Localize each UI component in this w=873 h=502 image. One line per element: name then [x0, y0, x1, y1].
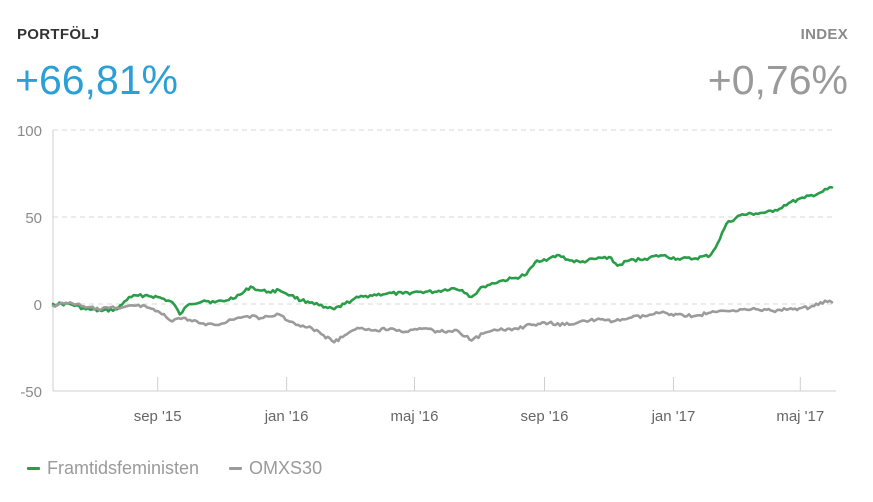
legend-item-index[interactable]: OMXS30	[229, 458, 322, 479]
legend-label-portfolio: Framtidsfeministen	[47, 458, 200, 478]
x-tick-label: maj '17	[776, 408, 824, 425]
x-tick-label: jan '17	[651, 408, 696, 425]
legend: Framtidsfeministen OMXS30	[27, 458, 352, 479]
series-line-omxs30	[51, 299, 834, 344]
y-tick-label: -50	[20, 384, 42, 401]
portfolio-return-value: +66,81%	[15, 57, 178, 103]
index-return-value: +0,76%	[707, 57, 848, 103]
legend-item-portfolio[interactable]: Framtidsfeministen	[27, 458, 199, 479]
y-tick-label: 100	[17, 123, 42, 140]
y-tick-label: 50	[25, 210, 42, 227]
x-tick-label: sep '16	[521, 408, 569, 425]
index-label: INDEX	[800, 26, 848, 43]
legend-swatch-index	[229, 467, 243, 470]
grid-layer	[53, 129, 832, 305]
series-line-framtidsfeministen	[51, 185, 834, 316]
x-tick-label: jan '16	[264, 408, 309, 425]
x-tick-label: sep '15	[134, 408, 182, 425]
x-tick-label: maj '16	[391, 408, 439, 425]
series-layer	[51, 185, 834, 344]
legend-label-index: OMXS30	[249, 458, 323, 478]
y-tick-label: 0	[34, 297, 42, 314]
axis-layer: 100 50 0 -50 sep '15 jan '16 maj '16 sep '16 jan…	[17, 123, 836, 425]
portfolio-label: PORTFÖLJ	[17, 26, 100, 43]
legend-swatch-portfolio	[27, 467, 40, 470]
